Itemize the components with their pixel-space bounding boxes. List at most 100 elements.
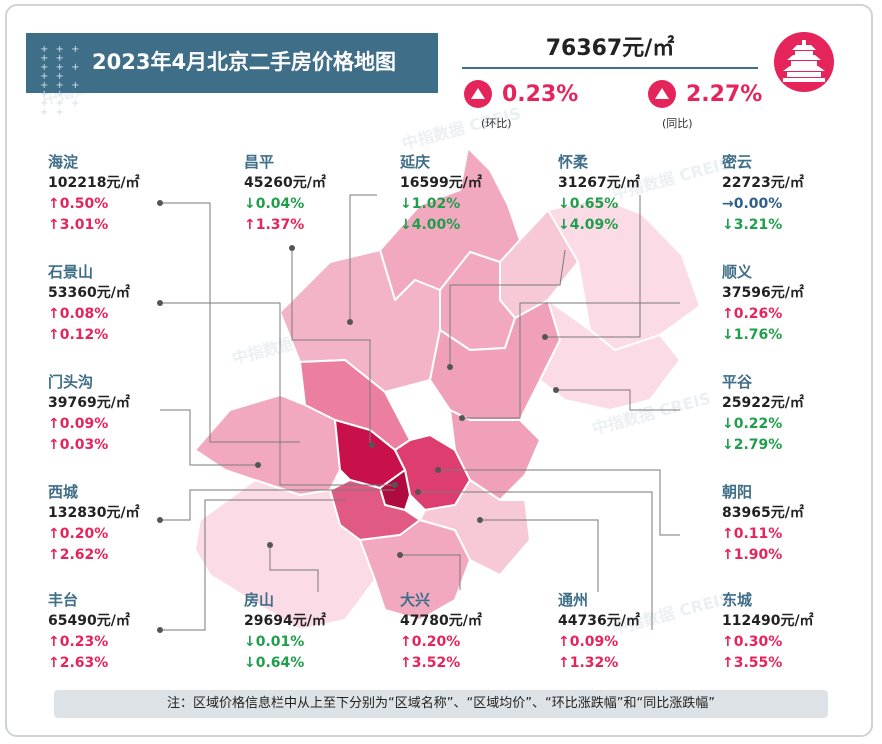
district-name: 朝阳 <box>722 483 753 501</box>
yoy-value: 2.27% <box>686 81 763 107</box>
district-name: 东城 <box>722 591 753 609</box>
yoy-change: 2.27% <box>648 80 762 108</box>
district-info-miyun: 密云 22723元/㎡ →0.00% ↓3.21% <box>722 152 804 236</box>
district-name: 昌平 <box>244 153 275 171</box>
district-info-tongzhou: 通州 44736元/㎡ ↑0.09% ↑1.32% <box>558 590 640 674</box>
district-price: 16599元/㎡ <box>400 175 482 191</box>
district-price: 37596元/㎡ <box>722 285 804 301</box>
district-name: 石景山 <box>48 263 94 281</box>
district-name: 延庆 <box>400 153 431 171</box>
district-yoy-change: ↑1.90% <box>722 547 783 563</box>
district-yoy-change: ↑3.52% <box>400 655 461 671</box>
district-price: 53360元/㎡ <box>48 285 130 301</box>
leader-line <box>438 469 680 536</box>
leader-line <box>418 491 653 630</box>
leader-line <box>160 489 395 521</box>
page-title: 2023年4月北京二手房价格地图 <box>92 50 397 74</box>
district-price: 29694元/㎡ <box>244 613 326 629</box>
district-mom-change: ↑0.11% <box>722 526 783 542</box>
district-info-mentougou: 门头沟 39769元/㎡ ↑0.09% ↑0.03% <box>48 372 130 456</box>
leader-line <box>449 249 566 367</box>
mom-change: 0.23% <box>464 80 578 108</box>
district-yoy-change: ↓4.00% <box>400 217 461 233</box>
district-price: 31267元/㎡ <box>558 175 640 191</box>
up-triangle-icon <box>464 80 492 108</box>
leader-line <box>160 202 300 443</box>
district-yoy-change: ↑1.37% <box>244 217 305 233</box>
dots-decoration: + + + + + + + + + + + + + + + + + + + + <box>40 44 82 118</box>
district-yoy-change: ↑2.63% <box>48 655 109 671</box>
district-name: 顺义 <box>722 263 753 281</box>
district-mom-change: ↓1.02% <box>400 196 461 212</box>
leader-line <box>160 302 395 486</box>
district-info-haidian: 海淀 102218元/㎡ ↑0.50% ↑3.01% <box>48 152 140 236</box>
district-price: 112490元/㎡ <box>722 613 814 629</box>
district-price: 47780元/㎡ <box>400 613 482 629</box>
yoy-label: (同比) <box>662 117 693 130</box>
header-divider <box>462 67 758 69</box>
district-price: 65490元/㎡ <box>48 613 130 629</box>
district-info-fangshan: 房山 29694元/㎡ ↓0.01% ↓0.64% <box>244 590 326 674</box>
district-yoy-change: ↓4.09% <box>558 217 619 233</box>
district-price: 25922元/㎡ <box>722 395 804 411</box>
up-triangle-icon <box>648 80 676 108</box>
district-info-xicheng: 西城 132830元/㎡ ↑0.20% ↑2.62% <box>48 482 140 566</box>
leader-line <box>160 499 345 631</box>
district-price: 44736元/㎡ <box>558 613 640 629</box>
region-tongzhou <box>449 409 541 501</box>
district-mom-change: ↑0.20% <box>48 526 109 542</box>
district-yoy-change: ↑3.01% <box>48 217 109 233</box>
district-name: 门头沟 <box>48 373 94 391</box>
district-info-fengtai: 丰台 65490元/㎡ ↑0.23% ↑2.63% <box>48 590 130 674</box>
region-daxing <box>359 519 471 621</box>
district-mom-change: ↑0.09% <box>558 634 619 650</box>
mom-label: (环比) <box>481 117 512 130</box>
beijing-average-price: 76367元/㎡ <box>545 36 675 61</box>
region-pinggu <box>539 299 681 411</box>
district-name: 平谷 <box>722 373 753 391</box>
district-yoy-change: ↓2.79% <box>722 437 783 453</box>
district-name: 西城 <box>48 483 79 501</box>
leader-line <box>480 519 599 592</box>
district-mom-change: ↑0.09% <box>48 416 109 432</box>
district-mom-change: ↑0.20% <box>400 634 461 650</box>
district-info-chaoyang: 朝阳 83965元/㎡ ↑0.11% ↑1.90% <box>722 482 804 566</box>
district-info-daxing: 大兴 47780元/㎡ ↑0.20% ↑3.52% <box>400 590 482 674</box>
district-mom-change: ↑0.30% <box>722 634 783 650</box>
title-banner: + + + + + + + + + + + + + + + + + + + + 202… <box>26 33 438 118</box>
district-mom-change: ↓0.04% <box>244 196 305 212</box>
district-name: 丰台 <box>48 591 79 609</box>
district-name: 房山 <box>244 591 275 609</box>
leader-line <box>400 554 461 590</box>
region-tongzhou-south <box>419 479 531 576</box>
district-mom-change: ↑0.08% <box>48 306 109 322</box>
district-info-dongcheng: 东城 112490元/㎡ ↑0.30% ↑3.55% <box>722 590 814 674</box>
district-info-yanqing: 延庆 16599元/㎡ ↓1.02% ↓4.00% <box>400 152 482 236</box>
district-price: 45260元/㎡ <box>244 175 326 191</box>
district-mom-change: →0.00% <box>722 196 783 212</box>
footnote: 注：区域价格信息栏中从上至下分别为“区域名称”、“区域均价”、“环比涨跌幅”和“… <box>54 690 828 718</box>
district-info-shijingshan: 石景山 53360元/㎡ ↑0.08% ↑0.12% <box>48 262 130 346</box>
district-price: 39769元/㎡ <box>48 395 130 411</box>
leader-line <box>349 194 377 322</box>
district-info-pinggu: 平谷 25922元/㎡ ↓0.22% ↓2.79% <box>722 372 804 456</box>
district-price: 83965元/㎡ <box>722 505 804 521</box>
district-price: 102218元/㎡ <box>48 175 140 191</box>
district-yoy-change: ↑1.32% <box>558 655 619 671</box>
leader-line <box>545 195 641 338</box>
district-mom-change: ↓0.22% <box>722 416 783 432</box>
temple-of-heaven-icon <box>774 32 834 92</box>
mom-value: 0.23% <box>502 81 579 107</box>
district-price: 22723元/㎡ <box>722 175 804 191</box>
district-info-shunyi: 顺义 37596元/㎡ ↑0.26% ↓1.76% <box>722 262 804 346</box>
district-info-changping: 昌平 45260元/㎡ ↓0.04% ↑1.37% <box>244 152 326 236</box>
district-mom-change: ↑0.26% <box>722 306 783 322</box>
district-name: 通州 <box>558 591 589 609</box>
district-yoy-change: ↓1.76% <box>722 327 783 343</box>
leader-line <box>291 248 371 445</box>
district-yoy-change: ↑0.12% <box>48 327 109 343</box>
leader-line <box>160 409 258 466</box>
district-yoy-change: ↑0.03% <box>48 437 109 453</box>
district-yoy-change: ↓3.21% <box>722 217 783 233</box>
